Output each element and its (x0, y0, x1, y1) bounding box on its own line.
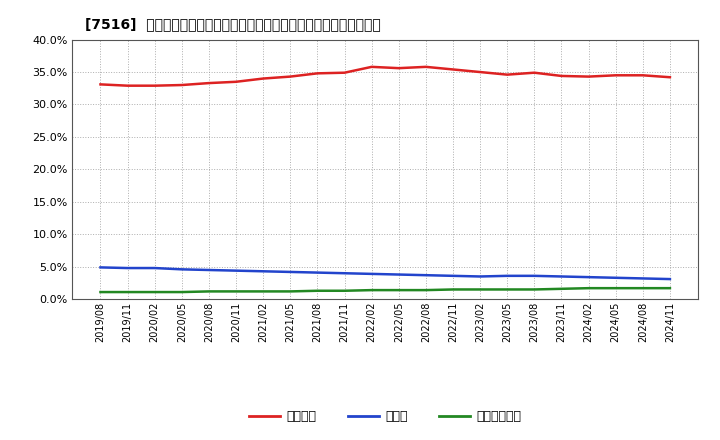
Text: [7516]  自己資本、のれん、繰延税金資産の総資産に対する比率の推移: [7516] 自己資本、のれん、繰延税金資産の総資産に対する比率の推移 (84, 18, 380, 32)
Legend: 自己資本, のれん, 繰延税金資産: 自己資本, のれん, 繰延税金資産 (244, 405, 526, 428)
